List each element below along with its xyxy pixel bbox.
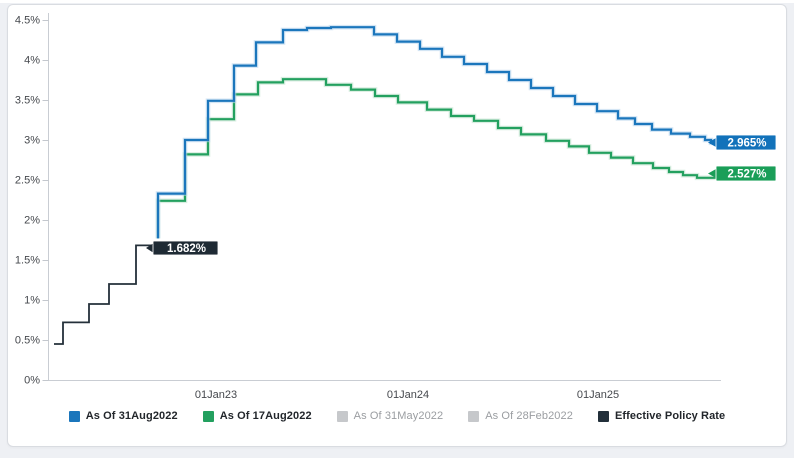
y-tick-label: 2% [24, 215, 40, 227]
legend-item-as-of-31aug2022[interactable]: As Of 31Aug2022 [68, 410, 178, 422]
y-tick-label: 4.5% [15, 15, 40, 27]
y-tick-label: 1% [24, 295, 40, 307]
legend-swatch-gray [336, 410, 348, 422]
series-line-as-of-31aug2022 [156, 26, 717, 239]
y-tick-label: 3% [24, 135, 40, 147]
legend-label: As Of 31May2022 [353, 410, 444, 422]
chart-legend: As Of 31Aug2022 As Of 17Aug2022 As Of 31… [8, 410, 786, 422]
y-tick-label: 1.5% [15, 255, 40, 267]
legend-swatch-gray [468, 410, 480, 422]
legend-label: As Of 31Aug2022 [85, 410, 178, 422]
legend-swatch-blue [68, 410, 80, 422]
y-tick-label: 4% [24, 55, 40, 67]
svg-text:2.965%: 2.965% [727, 138, 766, 150]
legend-swatch-dark [597, 410, 609, 422]
legend-label: Effective Policy Rate [614, 410, 726, 422]
y-tick-label: 0.5% [15, 335, 40, 347]
legend-item-as-of-17aug2022[interactable]: As Of 17Aug2022 [202, 410, 312, 422]
y-tick-label: 2.5% [15, 175, 40, 187]
series-line-effective-policy-rate [54, 244, 154, 345]
policy-rate-chart: 0% 0.5% 1% 1.5% 2% 2.5% 3% 3.5% 4% 4.5% 01Jan23 01J… [15, 13, 777, 401]
y-tick-label: 0% [24, 375, 40, 387]
x-tick-label: 01Jan24 [387, 389, 429, 401]
legend-label: As Of 28Feb2022 [485, 410, 573, 422]
chart-card: 0% 0.5% 1% 1.5% 2% 2.5% 3% 3.5% 4% 4.5% 01Jan23 01J… [7, 4, 787, 447]
series-halo [155, 24, 717, 239]
legend-item-effective-policy-rate[interactable]: Effective Policy Rate [597, 410, 726, 422]
svg-text:1.682%: 1.682% [167, 243, 206, 255]
legend-item-as-of-31may2022[interactable]: As Of 31May2022 [336, 410, 444, 422]
y-tick-label: 3.5% [15, 95, 40, 107]
value-tag-2.965%: 2.965% [708, 134, 777, 151]
x-tick-label: 01Jan25 [577, 389, 619, 401]
series-line-as-of-17aug2022 [156, 78, 717, 239]
legend-label: As Of 17Aug2022 [219, 410, 312, 422]
svg-text:2.527%: 2.527% [727, 169, 766, 181]
top-panel-edge [0, 0, 794, 3]
legend-swatch-green [202, 410, 214, 422]
value-tag-2.527%: 2.527% [708, 165, 777, 182]
x-tick-label: 01Jan23 [195, 389, 237, 401]
legend-item-as-of-28feb2022[interactable]: As Of 28Feb2022 [468, 410, 573, 422]
value-tag-1.682%: 1.682% [146, 240, 219, 256]
